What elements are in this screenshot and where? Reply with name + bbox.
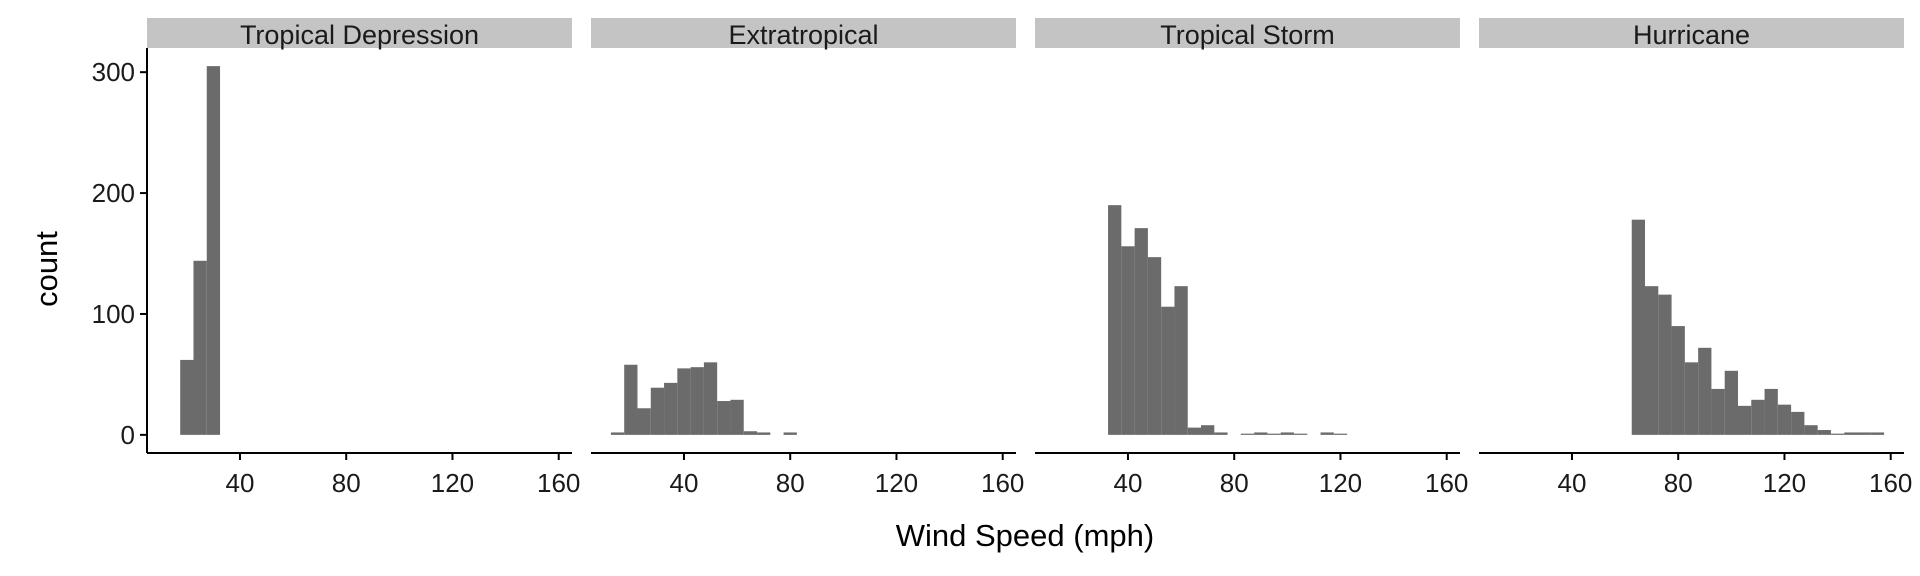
x-tick-label: 80 (332, 468, 361, 498)
histogram-bar (1857, 432, 1871, 435)
histogram-bar (1817, 430, 1831, 435)
x-tick-label: 160 (537, 468, 580, 498)
x-tick-label: 120 (431, 468, 474, 498)
histogram-bar (1214, 432, 1228, 435)
histogram-bar (1870, 432, 1885, 435)
histogram-bar (206, 66, 221, 435)
x-tick-label: 80 (1664, 468, 1693, 498)
histogram-bar (1121, 246, 1135, 435)
x-tick-label: 40 (1114, 468, 1143, 498)
panel-strip (1035, 18, 1460, 48)
histogram-bar (1645, 286, 1659, 435)
histogram-bar (1724, 370, 1738, 435)
panel-strip (1479, 18, 1904, 48)
histogram-bar (180, 359, 194, 435)
histogram-bar (690, 367, 704, 435)
x-tick-label: 80 (776, 468, 805, 498)
x-tick-label: 80 (1220, 468, 1249, 498)
x-tick-label: 120 (1319, 468, 1362, 498)
histogram-bar (1134, 228, 1148, 435)
x-tick-label: 120 (875, 468, 918, 498)
histogram-bar (1320, 432, 1334, 435)
histogram-bar (193, 260, 207, 435)
histogram-bar (743, 431, 758, 435)
panel-strip (591, 18, 1016, 48)
y-tick-label: 0 (121, 420, 135, 450)
histogram-bar (1777, 404, 1792, 435)
histogram-bar (1254, 432, 1268, 435)
x-tick-label: 160 (1425, 468, 1468, 498)
histogram-bar (1333, 433, 1348, 435)
y-tick-label: 100 (92, 299, 135, 329)
histogram-bar (1737, 405, 1752, 435)
panel-strip (147, 18, 572, 48)
panel-title: Extratropical (728, 20, 878, 50)
y-tick-label: 200 (92, 178, 135, 208)
histogram-bar (783, 432, 797, 435)
x-tick-label: 40 (226, 468, 255, 498)
x-tick-label: 40 (670, 468, 699, 498)
histogram-bar (1240, 433, 1255, 435)
histogram-bar (1844, 432, 1858, 435)
histogram-bar (1791, 411, 1805, 435)
histogram-bar (1161, 306, 1175, 435)
x-tick-label: 160 (1869, 468, 1912, 498)
y-axis-title: count (29, 231, 64, 307)
x-tick-label: 160 (981, 468, 1024, 498)
x-tick-label: 40 (1558, 468, 1587, 498)
histogram-bar (1684, 362, 1699, 435)
histogram-bar (1751, 399, 1765, 435)
histogram-bar (757, 432, 771, 435)
panel-title: Tropical Depression (240, 20, 479, 50)
histogram-bar (1293, 433, 1308, 435)
histogram-bar (1830, 433, 1845, 435)
histogram-bar (650, 387, 665, 435)
histogram-bar (730, 399, 744, 435)
histogram-bar (1804, 425, 1818, 435)
histogram-bar (1267, 433, 1281, 435)
x-tick-label: 120 (1763, 468, 1806, 498)
histogram-bar (1187, 427, 1202, 435)
histogram-bar (1671, 326, 1685, 435)
histogram-bar (1280, 432, 1294, 435)
histogram-bar (1174, 286, 1188, 435)
histogram-bar (1108, 205, 1122, 435)
histogram-bar (1631, 219, 1646, 435)
histogram-bar (664, 382, 678, 435)
x-axis-title: Wind Speed (mph) (896, 518, 1154, 553)
histogram-bar (637, 408, 651, 435)
histogram-bar (677, 368, 691, 435)
panel-title: Hurricane (1633, 20, 1750, 50)
panel-title: Tropical Storm (1160, 20, 1335, 50)
histogram-bar (610, 432, 625, 435)
histogram-bar (1698, 347, 1712, 435)
histogram-bar (1764, 388, 1778, 435)
histogram-bar (1658, 294, 1672, 435)
histogram-bar (1711, 388, 1725, 435)
y-tick-label: 300 (92, 57, 135, 87)
histogram-bar (1147, 257, 1162, 435)
histogram-bar (717, 401, 731, 435)
histogram-bar (1201, 425, 1215, 435)
histogram-bar (703, 362, 718, 435)
histogram-bar (624, 364, 638, 435)
